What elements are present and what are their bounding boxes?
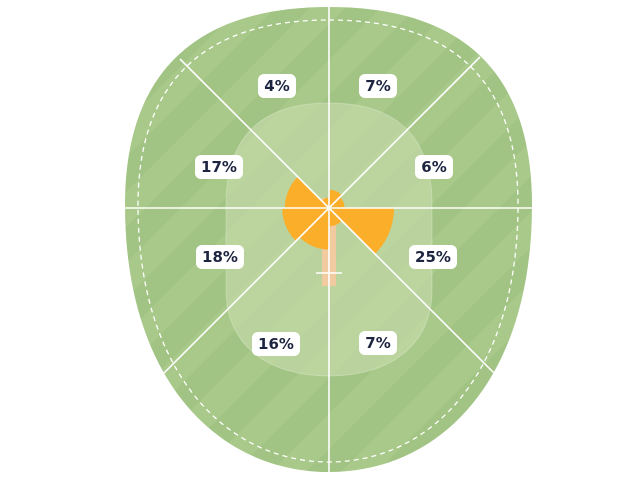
zone-label-5: 16% xyxy=(252,332,300,356)
zone-label-8: 4% xyxy=(258,74,296,98)
zone-label-5-text: 16% xyxy=(258,335,294,353)
zone-label-7-text: 17% xyxy=(201,158,237,176)
zone-label-2-text: 6% xyxy=(421,158,446,176)
zone-label-3: 25% xyxy=(409,245,457,269)
zone-label-3-text: 25% xyxy=(415,248,451,266)
zone-label-4: 7% xyxy=(359,331,397,355)
zone-label-8-text: 4% xyxy=(264,77,289,95)
zone-label-6-text: 18% xyxy=(202,248,238,266)
zone-label-1-text: 7% xyxy=(365,77,390,95)
sector-line-ne xyxy=(328,56,481,209)
zone-label-7: 17% xyxy=(195,155,243,179)
zone-label-6: 18% xyxy=(196,245,244,269)
highlight-wedge xyxy=(282,176,395,254)
sector-line-nw xyxy=(179,58,330,209)
zone-label-2: 6% xyxy=(415,155,453,179)
zone-labels: 7% 6% 25% 7% 16% 18% 17% 4% xyxy=(195,74,457,356)
zone-label-4-text: 7% xyxy=(365,334,390,352)
zone-label-1: 7% xyxy=(359,74,397,98)
